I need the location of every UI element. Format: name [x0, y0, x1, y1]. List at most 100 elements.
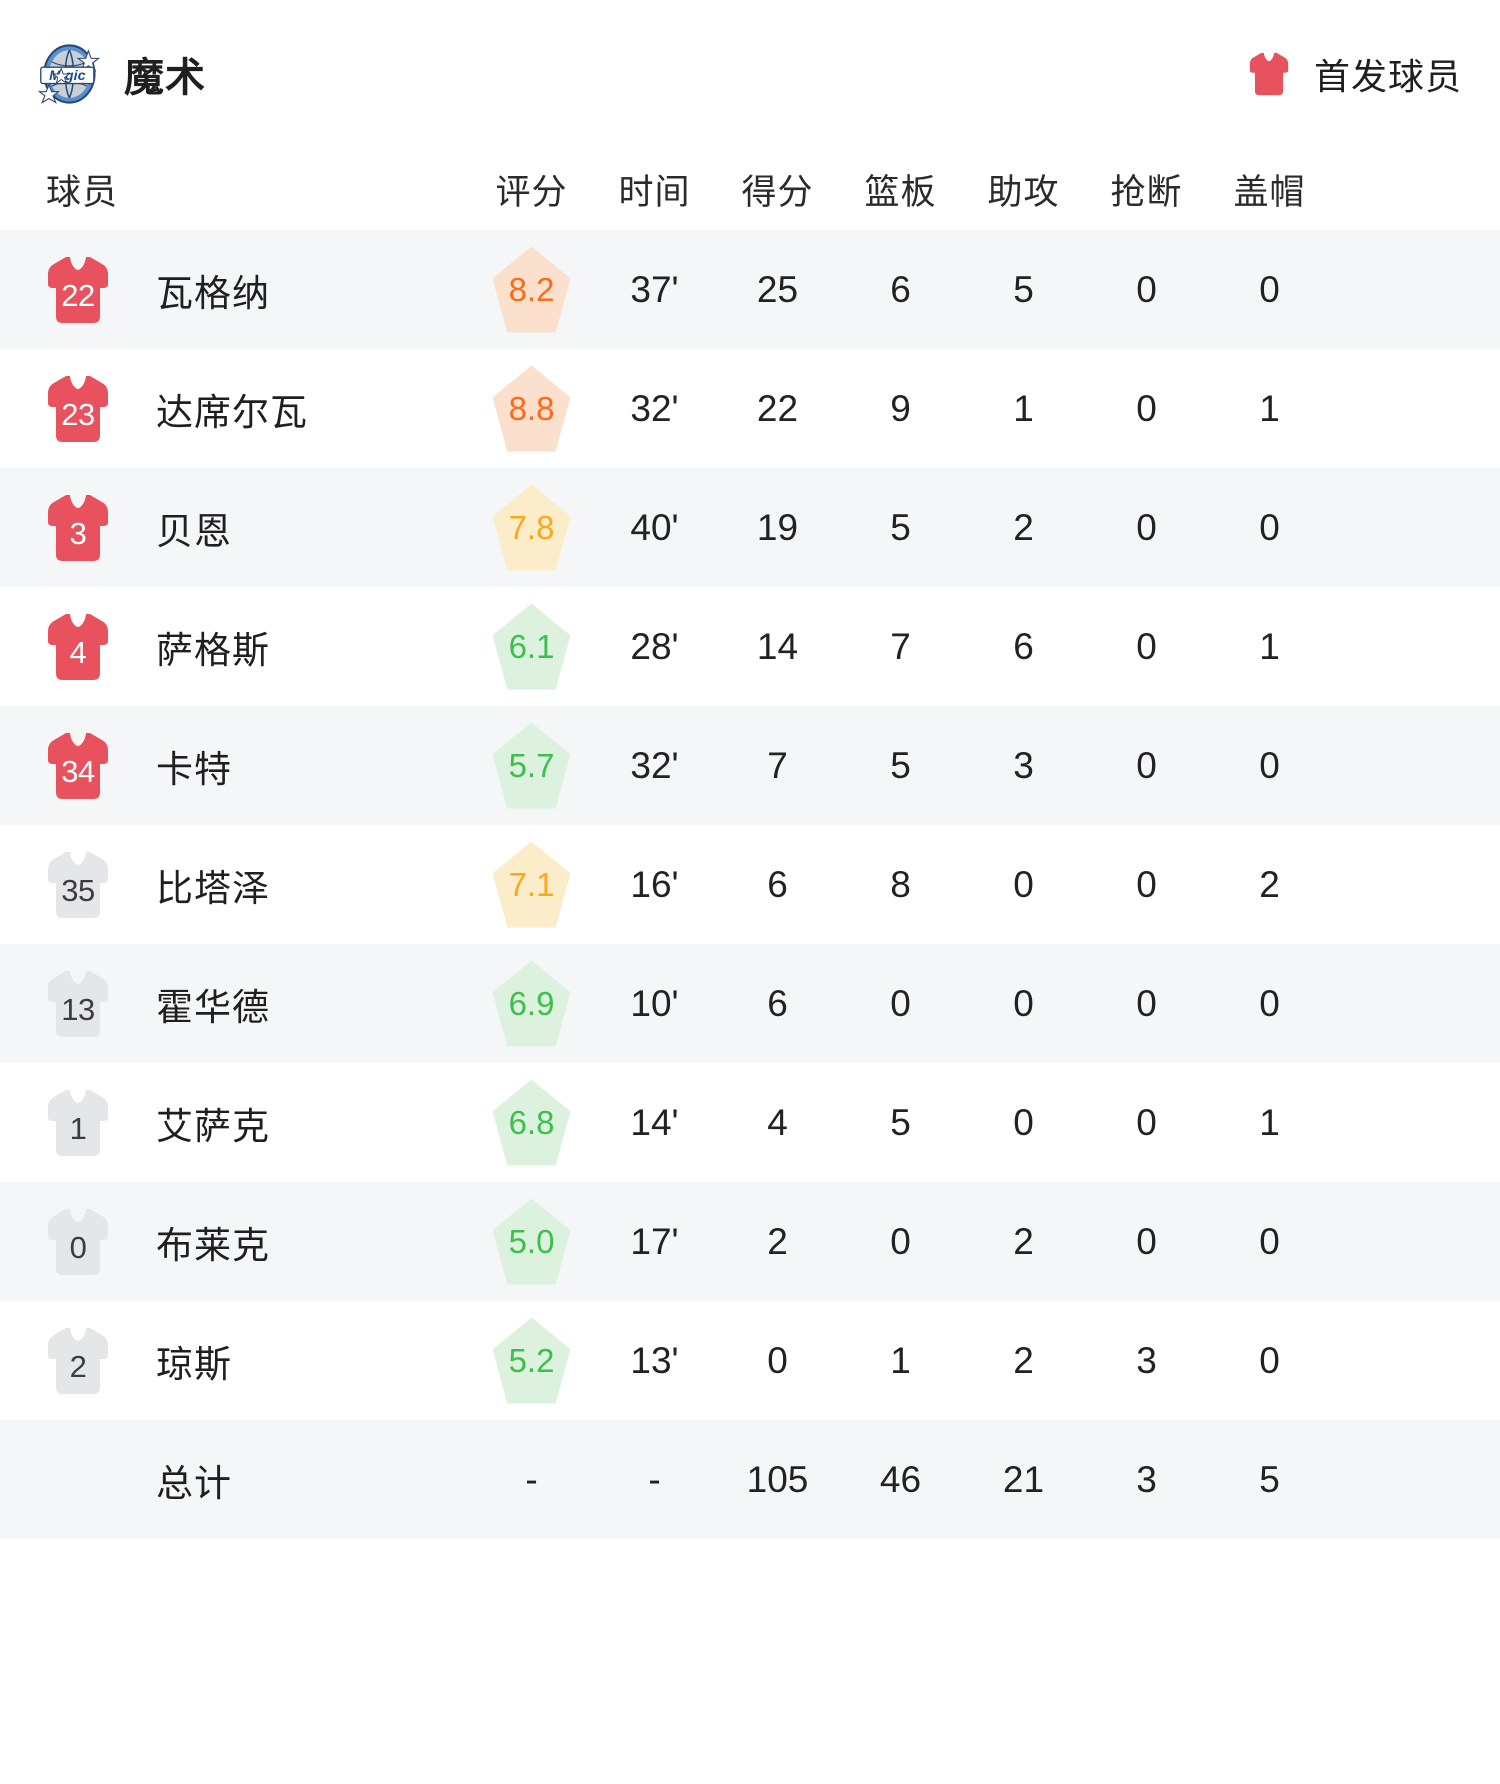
bench-jersey-icon: 13: [46, 968, 110, 1040]
minutes-value: 13': [630, 1339, 679, 1381]
blocks-value: 2: [1259, 863, 1280, 905]
steals-value: 0: [1136, 863, 1157, 905]
blocks-cell: 1: [1208, 388, 1331, 430]
assists-value: 1: [1013, 387, 1034, 429]
player-cell: 34 卡特: [0, 730, 470, 802]
magic-team-logo-icon: M gic: [34, 40, 102, 108]
rebounds-value: 5: [890, 1101, 911, 1143]
minutes-value: 10': [630, 982, 679, 1024]
rebounds-value: 7: [890, 625, 911, 667]
rating-value: 5.7: [508, 746, 555, 784]
player-cell: 4 萨格斯: [0, 611, 470, 683]
assists-cell: 1: [962, 388, 1085, 430]
steals-value: 0: [1136, 268, 1157, 310]
assists-value: 0: [1013, 1101, 1034, 1143]
totals-blocks-cell: 5: [1259, 1458, 1280, 1500]
minutes-value: 17': [630, 1220, 679, 1262]
minutes-cell: 37': [593, 269, 716, 311]
minutes-cell: 10': [593, 983, 716, 1025]
column-header-blocks: 盖帽: [1233, 172, 1306, 212]
rating-value: 6.9: [508, 984, 555, 1022]
rating-value: 6.1: [508, 627, 555, 665]
rebounds-value: 5: [890, 506, 911, 548]
column-header-assists: 助攻: [987, 172, 1060, 212]
player-name: 霍华德: [156, 986, 270, 1028]
blocks-value: 1: [1259, 1101, 1280, 1143]
assists-cell: 6: [962, 626, 1085, 668]
steals-cell: 0: [1085, 507, 1208, 549]
table-row[interactable]: 2 琼斯 5.2 13' 0 1 2 3 0: [0, 1301, 1500, 1420]
steals-value: 0: [1136, 1220, 1157, 1262]
points-cell: 14: [716, 626, 839, 668]
team-name: 魔术: [124, 56, 206, 100]
rating-value: 5.0: [508, 1222, 555, 1260]
points-value: 19: [756, 506, 799, 548]
assists-value: 2: [1013, 1339, 1034, 1381]
jersey-number: 4: [69, 634, 87, 670]
rebounds-cell: 0: [839, 1221, 962, 1263]
minutes-value: 32': [630, 387, 679, 429]
steals-value: 0: [1136, 506, 1157, 548]
totals-label: 总计: [156, 1462, 232, 1504]
assists-value: 2: [1013, 1220, 1034, 1262]
points-cell: 19: [716, 507, 839, 549]
minutes-value: 28': [630, 625, 679, 667]
points-value: 14: [756, 625, 799, 667]
table-row[interactable]: 13 霍华德 6.9 10' 6 0 0 0 0: [0, 944, 1500, 1063]
blocks-value: 0: [1259, 982, 1280, 1024]
table-row[interactable]: 4 萨格斯 6.1 28' 14 7 6 0 1: [0, 587, 1500, 706]
jersey-number: 3: [69, 515, 87, 551]
blocks-value: 1: [1259, 625, 1280, 667]
assists-cell: 3: [962, 745, 1085, 787]
jersey-number: 22: [61, 277, 95, 313]
points-value: 2: [767, 1220, 788, 1262]
table-row[interactable]: 23 达席尔瓦 8.8 32' 22 9 1 0 1: [0, 349, 1500, 468]
totals-minutes-cell: -: [648, 1458, 661, 1500]
starter-jersey-icon: 34: [46, 730, 110, 802]
table-row[interactable]: 3 贝恩 7.8 40' 19 5 2 0 0: [0, 468, 1500, 587]
points-cell: 22: [716, 388, 839, 430]
minutes-value: 40': [630, 506, 679, 548]
totals-rating-cell: -: [525, 1458, 538, 1500]
blocks-cell: 0: [1208, 507, 1331, 549]
minutes-value: 32': [630, 744, 679, 786]
rating-cell: 6.9: [470, 960, 593, 1047]
starter-jersey-icon: 3: [46, 492, 110, 564]
jersey-number: 35: [61, 872, 95, 908]
rating-cell: 8.2: [470, 246, 593, 333]
legend-label: 首发球员: [1313, 56, 1462, 97]
assists-cell: 0: [962, 864, 1085, 906]
rebounds-value: 0: [890, 982, 911, 1024]
table-row[interactable]: 34 卡特 5.7 32' 7 5 3 0 0: [0, 706, 1500, 825]
jersey-number: 2: [69, 1348, 87, 1384]
bench-jersey-icon: 0: [46, 1206, 110, 1278]
rebounds-value: 8: [890, 863, 911, 905]
table-row[interactable]: 0 布莱克 5.0 17' 2 0 2 0 0: [0, 1182, 1500, 1301]
bench-jersey-icon: 35: [46, 849, 110, 921]
steals-cell: 0: [1085, 983, 1208, 1025]
rating-cell: 8.8: [470, 365, 593, 452]
blocks-value: 1: [1259, 387, 1280, 429]
minutes-cell: 32': [593, 388, 716, 430]
rating-cell: 7.8: [470, 484, 593, 571]
assists-cell: 0: [962, 983, 1085, 1025]
blocks-cell: 0: [1208, 1340, 1331, 1382]
rating-badge: 6.1: [492, 603, 571, 690]
table-row[interactable]: 1 艾萨克 6.8 14' 4 5 0 0 1: [0, 1063, 1500, 1182]
team-header: M gic 魔术 首发球员: [0, 0, 1500, 148]
blocks-cell: 2: [1208, 864, 1331, 906]
steals-value: 0: [1136, 625, 1157, 667]
blocks-cell: 0: [1208, 269, 1331, 311]
minutes-cell: 17': [593, 1221, 716, 1263]
bench-jersey-icon: 2: [46, 1325, 110, 1397]
rebounds-cell: 5: [839, 507, 962, 549]
player-cell: 23 达席尔瓦: [0, 373, 470, 445]
jersey-number: 23: [61, 396, 95, 432]
rating-value: 7.8: [508, 508, 555, 546]
assists-cell: 2: [962, 1221, 1085, 1263]
jersey-number: 0: [69, 1229, 87, 1265]
rebounds-cell: 8: [839, 864, 962, 906]
player-name: 布莱克: [156, 1224, 270, 1266]
table-row[interactable]: 22 瓦格纳 8.2 37' 25 6 5 0 0: [0, 230, 1500, 349]
table-row[interactable]: 35 比塔泽 7.1 16' 6 8 0 0 2: [0, 825, 1500, 944]
